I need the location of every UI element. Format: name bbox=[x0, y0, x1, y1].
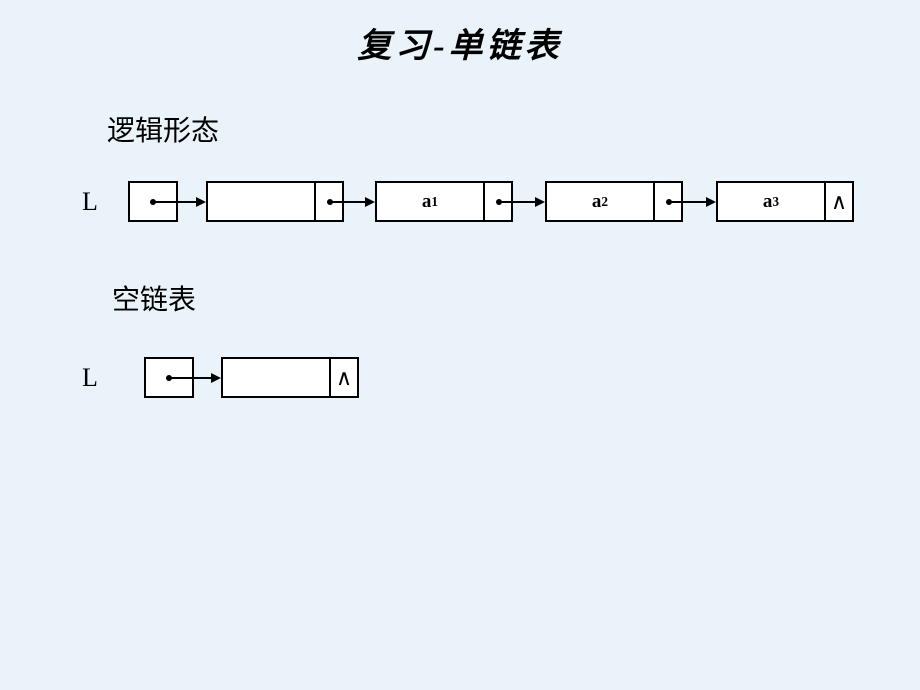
d1-arrow-0-head bbox=[196, 197, 206, 207]
d1-node-3-data: a3 bbox=[718, 191, 824, 213]
d1-arrow-1-head bbox=[365, 197, 375, 207]
diagram2-L-label: L bbox=[82, 363, 98, 393]
d2-head-node: ∧ bbox=[221, 357, 359, 398]
d1-head-node bbox=[206, 181, 344, 222]
d1-node-3-ptr: ∧ bbox=[824, 183, 852, 220]
d1-arrow-3-line bbox=[669, 201, 708, 203]
d1-node-2: a2 bbox=[545, 181, 683, 222]
d1-node-3: a3∧ bbox=[716, 181, 854, 222]
diagram1-L-label: L bbox=[82, 187, 98, 217]
d2-arrow-0-line bbox=[169, 377, 213, 379]
d1-node-1-data: a1 bbox=[377, 191, 483, 213]
d1-arrow-3-head bbox=[706, 197, 716, 207]
d1-arrow-2-head bbox=[535, 197, 545, 207]
section2-label: 空链表 bbox=[112, 278, 196, 318]
d1-node-1: a1 bbox=[375, 181, 513, 222]
d1-arrow-1-line bbox=[330, 201, 367, 203]
d2-arrow-0-head bbox=[211, 373, 221, 383]
d1-node-2-data: a2 bbox=[547, 191, 653, 213]
d1-arrow-0-line bbox=[153, 201, 198, 203]
d1-arrow-2-line bbox=[499, 201, 537, 203]
page-title: 复习-单链表 bbox=[0, 0, 920, 67]
section1-label: 逻辑形态 bbox=[107, 109, 219, 149]
d2-head-ptr: ∧ bbox=[329, 359, 357, 396]
